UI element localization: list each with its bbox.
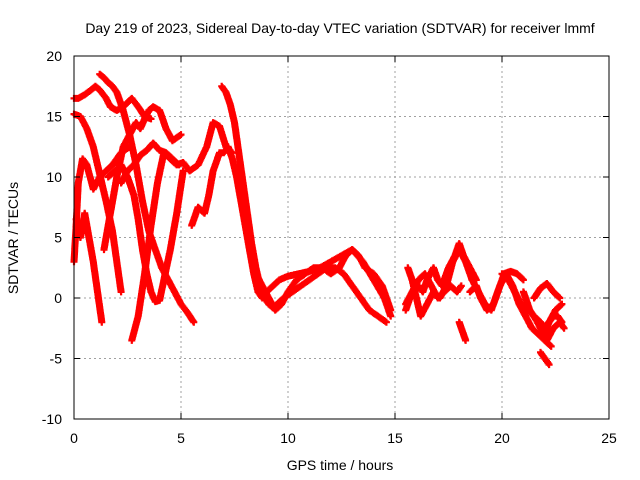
- y-tick-label: -5: [50, 351, 63, 367]
- series-arc-21: [537, 348, 553, 369]
- data-point-markers: [455, 318, 470, 344]
- data-point-markers: [537, 348, 553, 369]
- series-arc-20: [530, 312, 566, 338]
- y-tick-label: -10: [42, 411, 62, 427]
- axis-ticks: 0 5 10 15 20 25 -10 -5 0 5 10 15 20: [42, 48, 617, 446]
- y-tick-label: 5: [54, 230, 62, 246]
- x-tick-label: 25: [601, 430, 617, 446]
- series-arc-12: [252, 246, 395, 314]
- data-point-markers: [128, 119, 236, 344]
- series-arc-6: [100, 103, 185, 254]
- series-arc-22: [530, 280, 564, 302]
- data-point-markers: [218, 82, 390, 326]
- series-arc-16: [455, 318, 470, 344]
- data-point-markers: [72, 209, 106, 326]
- x-tick-label: 5: [177, 430, 185, 446]
- data-point-markers: [402, 270, 465, 308]
- series-arc-15: [402, 270, 465, 308]
- series-arc-8: [128, 119, 236, 344]
- series-arc-9: [117, 139, 183, 187]
- x-axis-label: GPS time / hours: [287, 457, 394, 473]
- x-tick-label: 15: [387, 430, 403, 446]
- y-tick-label: 20: [46, 48, 62, 64]
- x-tick-label: 20: [494, 430, 510, 446]
- series-arc-4: [72, 209, 106, 326]
- y-tick-label: 15: [46, 109, 62, 125]
- data-point-markers: [117, 139, 183, 187]
- data-point-markers: [530, 312, 566, 338]
- data-point-markers: [252, 246, 395, 314]
- y-tick-label: 0: [54, 290, 62, 306]
- chart-title: Day 219 of 2023, Sidereal Day-to-day VTE…: [85, 20, 594, 36]
- x-tick-label: 0: [70, 430, 78, 446]
- y-tick-label: 10: [46, 169, 62, 185]
- data-point-markers: [530, 280, 564, 302]
- x-tick-label: 10: [280, 430, 296, 446]
- data-series: [70, 70, 568, 369]
- data-point-markers: [100, 103, 185, 254]
- y-axis-label: SDTVAR / TECUs: [5, 182, 21, 294]
- series-arc-11: [218, 82, 390, 326]
